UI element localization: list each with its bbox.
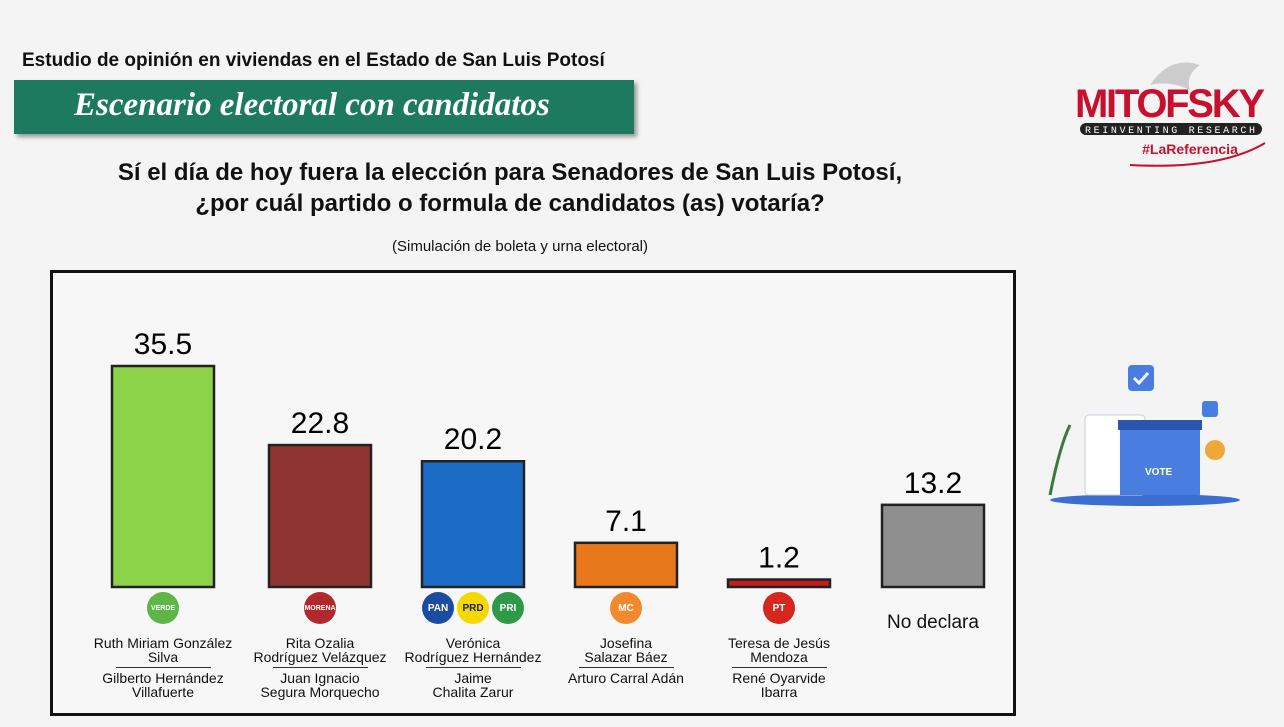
divider xyxy=(731,667,827,668)
question: Sí el día de hoy fuera la elección para … xyxy=(40,157,980,219)
category-label: PAN PRD PRI Verónica Rodríguez Hernández Jaim… xyxy=(398,592,548,699)
alternate-candidate-name: Ibarra xyxy=(760,684,798,700)
note: (Simulación de boleta y urna electoral) xyxy=(392,238,648,255)
party-logo-icon: PRD xyxy=(457,592,489,624)
divider xyxy=(425,667,521,668)
study-title: Estudio de opinión en viviendas en el Es… xyxy=(22,50,605,71)
category-label: No declara xyxy=(858,592,1008,633)
alternate-candidate-name: Segura Morquecho xyxy=(260,684,380,700)
divider xyxy=(272,667,368,668)
candidate-name: Silva xyxy=(147,649,179,665)
candidate-name: Ruth Miriam González xyxy=(93,635,233,651)
category-label: MC Josefina Salazar Báez Arturo Carral Adán xyxy=(551,592,701,685)
candidate-name: Rodríguez Velázquez xyxy=(253,649,387,665)
party-logo-icon: MC xyxy=(610,592,642,624)
vote-text: VOTE xyxy=(1145,467,1173,478)
divider xyxy=(578,667,674,668)
alternate-candidate-name: Arturo Carral Adán xyxy=(568,670,684,686)
candidate-name: Rodríguez Hernández xyxy=(404,649,542,665)
candidate-name: Verónica xyxy=(445,635,501,651)
alternate-candidate-name: Juan Ignacio xyxy=(280,670,360,686)
alternate-candidate-name: Chalita Zarur xyxy=(432,684,514,700)
divider xyxy=(115,667,211,668)
bar xyxy=(726,578,832,589)
party-logo-icon: PT xyxy=(763,592,795,624)
bar xyxy=(573,541,679,589)
candidate-name: Salazar Báez xyxy=(584,649,668,665)
candidate-name: Rita Ozalia xyxy=(285,635,355,651)
data-label: 1.2 xyxy=(758,542,800,575)
party-logo-icon: PAN xyxy=(422,592,454,624)
data-label: 20.2 xyxy=(444,423,502,456)
party-logo-icon: VERDE xyxy=(147,592,179,624)
data-label: 35.5 xyxy=(134,328,192,361)
bar-chart: 35.5 22.8 20.2 7.1 1.2 13.2 xyxy=(110,328,986,589)
bar xyxy=(880,503,986,589)
scenario-banner: Escenario electoral con candidatos xyxy=(14,80,634,134)
data-label: 13.2 xyxy=(904,467,962,500)
data-label: 7.1 xyxy=(605,505,647,538)
bar xyxy=(110,364,216,589)
alternate-candidate-name: Villafuerte xyxy=(131,684,194,700)
question-line-2: ¿por cuál partido o formula de candidato… xyxy=(195,190,825,217)
bar xyxy=(267,443,373,589)
svg-text:#LaReferencia: #LaReferencia xyxy=(1142,141,1238,157)
data-label: 22.8 xyxy=(291,407,349,440)
mitofsky-logo: MITOFSKY REINVENTING RESEARCH #LaReferen… xyxy=(1075,62,1266,167)
question-line-1: Sí el día de hoy fuera la elección para … xyxy=(117,159,903,186)
candidate-name: Mendoza xyxy=(750,649,808,665)
candidate-name: No declara xyxy=(887,612,979,633)
category-label: PT Teresa de Jesús Mendoza René Oyarvide Iba… xyxy=(704,592,854,699)
alternate-candidate-name: René Oyarvide xyxy=(732,670,826,686)
bar xyxy=(420,459,526,589)
candidate-name: Josefina xyxy=(599,635,653,651)
candidate-name: Teresa de Jesús xyxy=(728,635,830,651)
party-logo-icon: PRI xyxy=(492,592,524,624)
category-label: VERDE Ruth Miriam González Silva Gilberto H… xyxy=(88,592,238,699)
voting-illustration: VOTE xyxy=(1048,365,1240,506)
party-logo-icon: MORENA xyxy=(304,592,336,624)
alternate-candidate-name: Jaime xyxy=(454,670,492,686)
category-label: MORENA Rita Ozalia Rodríguez Velázquez Juan… xyxy=(245,592,395,699)
svg-text:MITOFSKY: MITOFSKY xyxy=(1075,82,1265,126)
alternate-candidate-name: Gilberto Hernández xyxy=(102,670,224,686)
